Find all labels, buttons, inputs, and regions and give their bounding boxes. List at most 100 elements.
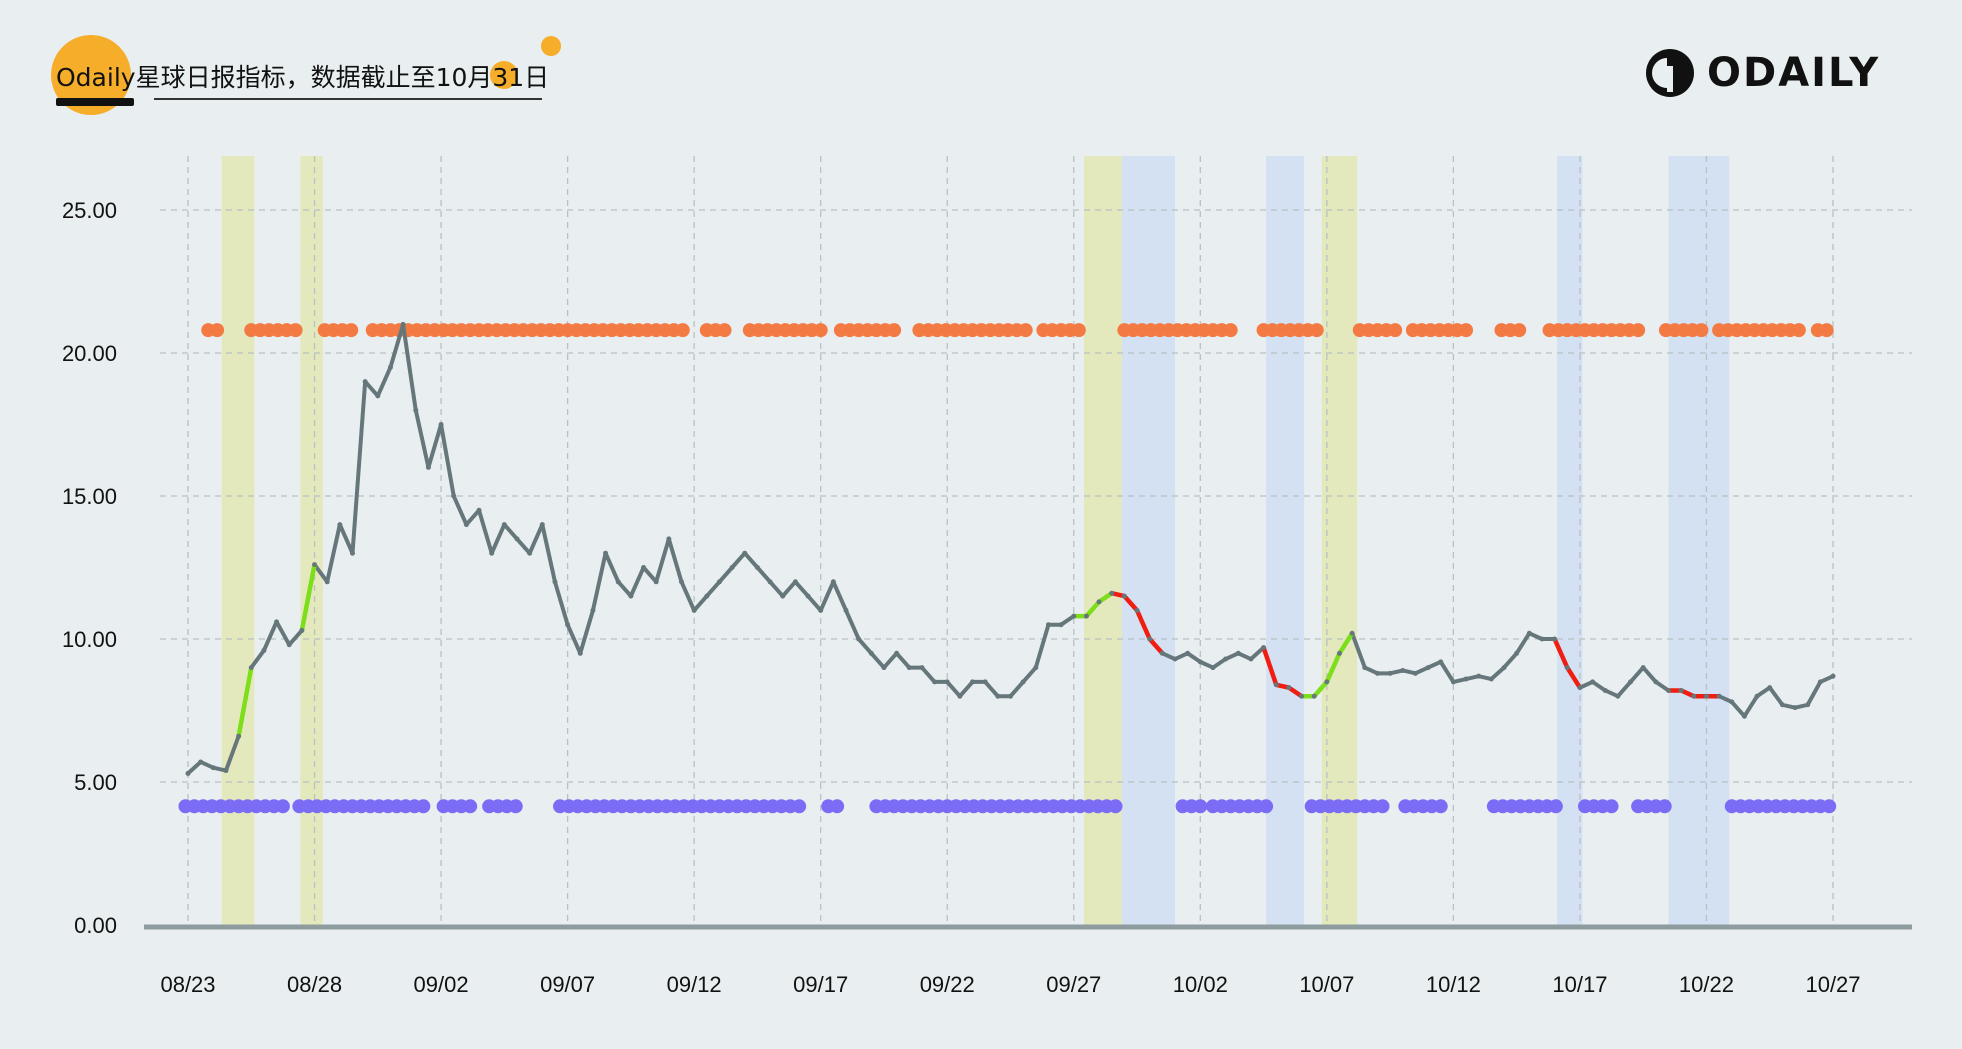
orange-dot bbox=[1819, 323, 1834, 338]
price-point bbox=[1703, 693, 1709, 699]
price-point bbox=[1020, 679, 1026, 685]
orange-dot bbox=[675, 323, 690, 338]
x-tick-label: 09/12 bbox=[667, 972, 722, 997]
price-point bbox=[1109, 590, 1115, 596]
price-point bbox=[210, 765, 216, 771]
price-point bbox=[1615, 693, 1621, 699]
price-point bbox=[603, 550, 609, 556]
price-point bbox=[1564, 665, 1570, 671]
price-point bbox=[590, 607, 596, 613]
chart-title: Odaily星球日报指标，数据截止至10月31日 bbox=[56, 58, 549, 94]
decor-circle-mid bbox=[490, 61, 518, 89]
price-point bbox=[1185, 650, 1191, 656]
price-point bbox=[1412, 670, 1418, 676]
price-point bbox=[1071, 613, 1077, 619]
price-point bbox=[476, 507, 482, 513]
green-segment bbox=[299, 564, 317, 631]
price-point bbox=[400, 321, 406, 327]
blue-dot bbox=[830, 799, 845, 814]
price-point bbox=[1159, 650, 1165, 656]
price-point bbox=[1691, 693, 1697, 699]
price-point bbox=[1261, 645, 1267, 651]
price-point bbox=[337, 522, 343, 528]
price-point bbox=[995, 693, 1001, 699]
price-line bbox=[186, 322, 1834, 775]
price-point bbox=[628, 593, 634, 599]
price-point bbox=[1172, 656, 1178, 662]
x-tick-label: 10/22 bbox=[1679, 972, 1734, 997]
price-point bbox=[1602, 687, 1608, 693]
price-point bbox=[1501, 665, 1507, 671]
x-tick-label: 09/02 bbox=[414, 972, 469, 997]
price-point bbox=[185, 770, 191, 776]
price-point bbox=[1805, 702, 1811, 708]
price-point bbox=[894, 650, 900, 656]
y-tick-label: 25.00 bbox=[62, 198, 117, 223]
price-point bbox=[881, 665, 887, 671]
y-tick-label: 20.00 bbox=[62, 341, 117, 366]
orange-dot bbox=[288, 323, 303, 338]
price-point bbox=[1235, 650, 1241, 656]
y-tick-label: 15.00 bbox=[62, 484, 117, 509]
blue-dot bbox=[463, 799, 478, 814]
price-point bbox=[704, 593, 710, 599]
price-point bbox=[1590, 679, 1596, 685]
price-point bbox=[1349, 630, 1355, 636]
price-point bbox=[1640, 665, 1646, 671]
price-point bbox=[248, 665, 254, 671]
price-point bbox=[1526, 630, 1532, 636]
x-tick-label: 10/02 bbox=[1173, 972, 1228, 997]
x-tick-label: 09/22 bbox=[920, 972, 975, 997]
x-tick-label: 10/07 bbox=[1299, 972, 1354, 997]
price-point bbox=[1362, 665, 1368, 671]
price-point bbox=[375, 393, 381, 399]
orange-dot bbox=[1309, 323, 1324, 338]
price-point bbox=[868, 650, 874, 656]
blue-dot bbox=[1604, 799, 1619, 814]
price-point bbox=[1767, 685, 1773, 691]
orange-dot bbox=[1631, 323, 1646, 338]
price-point bbox=[425, 464, 431, 470]
price-point bbox=[957, 693, 963, 699]
blue-band bbox=[1668, 156, 1730, 925]
price-point bbox=[1299, 693, 1305, 699]
orange-dot bbox=[210, 323, 225, 338]
x-tick-label: 09/27 bbox=[1046, 972, 1101, 997]
blue-dot bbox=[416, 799, 431, 814]
price-point bbox=[1311, 693, 1317, 699]
price-point bbox=[1045, 622, 1051, 628]
price-point bbox=[641, 565, 647, 570]
price-point bbox=[1779, 702, 1785, 708]
price-point bbox=[387, 364, 393, 370]
blue-dot bbox=[1433, 799, 1448, 814]
red-segment bbox=[1261, 646, 1303, 699]
orange-dot bbox=[813, 323, 828, 338]
price-point bbox=[666, 536, 672, 542]
blue-dot bbox=[1375, 799, 1390, 814]
price-point bbox=[463, 522, 469, 528]
title-underline bbox=[154, 98, 542, 100]
price-point bbox=[1147, 636, 1153, 642]
price-point bbox=[754, 565, 760, 570]
orange-dot bbox=[1223, 323, 1238, 338]
price-point bbox=[843, 607, 849, 613]
price-point bbox=[780, 593, 786, 599]
price-point bbox=[679, 579, 684, 585]
title-accent-bar bbox=[56, 98, 134, 106]
blue-dot bbox=[508, 799, 523, 814]
y-tick-label: 5.00 bbox=[74, 770, 117, 795]
price-point bbox=[1552, 636, 1558, 642]
price-point bbox=[1830, 673, 1836, 679]
price-point bbox=[742, 550, 748, 556]
x-tick-label: 10/27 bbox=[1805, 972, 1860, 997]
price-point bbox=[1716, 693, 1722, 699]
orange-dot bbox=[1388, 323, 1403, 338]
orange-dot bbox=[1459, 323, 1474, 338]
price-point bbox=[1425, 665, 1431, 671]
price-point bbox=[1463, 676, 1469, 682]
price-point bbox=[527, 550, 533, 556]
price-point bbox=[970, 679, 976, 685]
price-point bbox=[198, 759, 204, 765]
x-tick-label: 09/07 bbox=[540, 972, 595, 997]
